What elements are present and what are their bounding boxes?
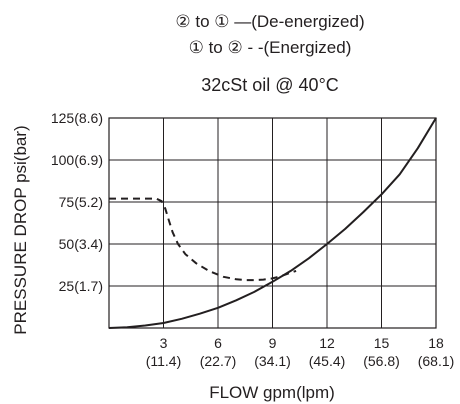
x-tick-sublabel: (11.4): [146, 353, 182, 369]
x-tick-label: 9: [269, 335, 277, 351]
legend-entry-energized: ① to ② - -(Energized): [189, 38, 352, 57]
y-tick-label: 25(1.7): [59, 278, 103, 294]
x-tick-sublabel: (56.8): [363, 353, 400, 369]
x-tick-label: 12: [319, 335, 335, 351]
series-line-solid: [108, 117, 437, 329]
x-tick-sublabel: (22.7): [200, 353, 237, 369]
y-axis-label: PRESSURE DROP psi(bar): [11, 125, 30, 334]
x-tick-label: 18: [428, 335, 444, 351]
x-tick-label: 15: [374, 335, 390, 351]
y-tick-label: 50(3.4): [59, 236, 103, 252]
y-axis-ticks: 25(1.7) 50(3.4) 75(5.2) 100(6.9) 125(8.6): [51, 110, 103, 294]
legend-entry-de-energized: ② to ① —(De-energized): [175, 12, 364, 31]
x-tick-label: 6: [214, 335, 222, 351]
x-tick-sublabel: (45.4): [309, 353, 346, 369]
x-tick-label: 3: [160, 335, 168, 351]
y-tick-label: 125(8.6): [51, 110, 103, 126]
x-axis-label: FLOW gpm(lpm): [209, 383, 335, 402]
y-tick-label: 75(5.2): [59, 194, 103, 210]
plot-frame: [108, 117, 437, 329]
series-line-dashed: [109, 197, 297, 282]
x-tick-sublabel: (68.1): [418, 353, 455, 369]
x-axis-ticks: 3 (11.4) 6 (22.7) 9 (34.1) 12 (45.4) 15 (56.8) 18 (…: [146, 335, 455, 369]
chart-title: 32cSt oil @ 40°C: [201, 75, 339, 95]
grid: [109, 118, 436, 328]
x-tick-sublabel: (34.1): [254, 353, 291, 369]
series: [108, 117, 437, 329]
legend: ② to ① —(De-energized) ① to ② - -(Energi…: [175, 12, 364, 57]
y-tick-label: 100(6.9): [51, 152, 103, 168]
